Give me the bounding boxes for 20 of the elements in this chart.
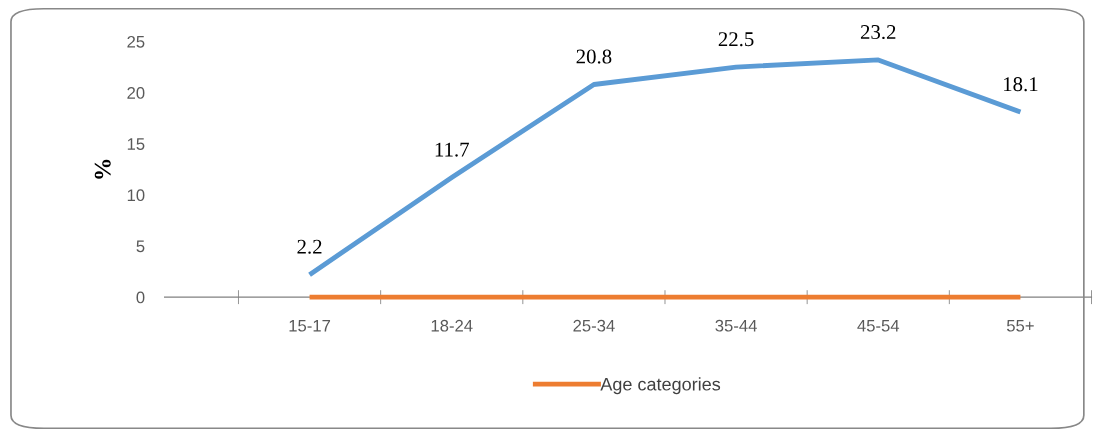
data-label: 18.1 <box>1004 77 1038 92</box>
x-tick-label: 45-54 <box>857 319 900 332</box>
data-label: 20.8 <box>576 49 612 64</box>
y-tick-label: 5 <box>136 240 145 253</box>
legend-label: Age categories <box>600 377 721 395</box>
y-tick-label: 15 <box>127 138 145 150</box>
data-label: 22.5 <box>718 32 754 47</box>
x-tick-label: 25-34 <box>573 319 615 332</box>
data-label: 2.2 <box>297 239 322 254</box>
x-tick-label: 35-44 <box>715 319 757 332</box>
x-tick-label: 15-17 <box>289 319 331 332</box>
y-tick-label: 25 <box>127 35 145 48</box>
y-axis-title: % <box>94 159 111 179</box>
data-label: 23.2 <box>860 25 896 40</box>
y-tick-label: 10 <box>127 189 145 202</box>
data-label: 11.7 <box>435 142 469 157</box>
y-tick-label: 20 <box>127 87 145 99</box>
x-tick-label: 18-24 <box>431 319 473 332</box>
x-tick-label: 55+ <box>1006 319 1034 332</box>
y-tick-label: 0 <box>136 291 145 304</box>
